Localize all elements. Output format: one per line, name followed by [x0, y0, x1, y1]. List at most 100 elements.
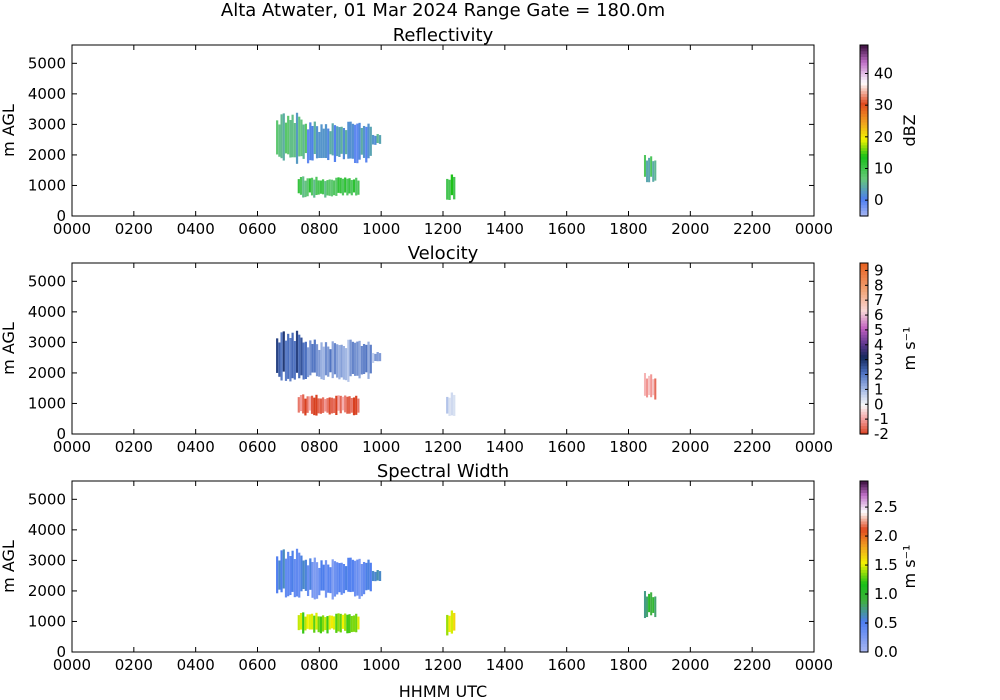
- echo-cell: [646, 596, 649, 618]
- echo-cell: [340, 126, 343, 154]
- echo-cell: [333, 616, 336, 630]
- x-tick-label: 0200: [115, 656, 153, 674]
- colorbar-segment: [860, 45, 868, 49]
- echo-cell: [358, 122, 361, 160]
- colorbar-segment: [860, 325, 868, 330]
- colorbar-frame: [859, 262, 869, 435]
- echo-cell: [326, 398, 329, 413]
- x-tick-label: 0800: [300, 438, 338, 456]
- echo-region: [371, 352, 382, 363]
- colorbar-segment: [860, 127, 868, 132]
- colorbar-segment: [860, 294, 868, 298]
- colorbar-segment: [860, 566, 868, 570]
- x-tick-label: 0000: [795, 220, 833, 238]
- colorbar-segment: [860, 64, 868, 69]
- colorbar-segment: [860, 308, 868, 313]
- echo-cell: [453, 176, 456, 200]
- colorbar-segment: [860, 167, 868, 171]
- echo-cell: [643, 591, 647, 619]
- colorbar-tick-label: 0.0: [874, 643, 898, 661]
- echo-cell: [304, 341, 307, 379]
- colorbar-segment: [860, 643, 868, 647]
- echo-cell: [650, 156, 653, 177]
- colorbar-segment: [860, 50, 868, 55]
- echo-cell: [304, 123, 307, 154]
- colorbar-label: dBZ: [900, 114, 919, 146]
- echo-cell: [344, 395, 347, 413]
- colorbar-segment: [860, 213, 868, 217]
- colorbar-segment: [860, 503, 868, 508]
- colorbar-segment: [860, 626, 868, 630]
- colorbar-segment: [860, 354, 868, 358]
- echo-cell: [311, 343, 314, 373]
- colorbar-segment: [860, 285, 868, 290]
- colorbar-segment: [860, 509, 868, 513]
- colorbar-segment: [860, 597, 868, 602]
- colorbar-segment: [860, 500, 868, 505]
- echo-cell: [293, 123, 296, 158]
- colorbar-segment: [860, 176, 868, 180]
- y-tick-label: 1000: [28, 394, 66, 412]
- colorbar-segment: [860, 328, 868, 332]
- echo-cell: [313, 179, 316, 198]
- colorbar-segment: [860, 589, 868, 593]
- colorbar-segment: [860, 271, 868, 275]
- echo-cell: [304, 616, 307, 631]
- echo-cell: [351, 123, 354, 159]
- colorbar-segment: [860, 357, 868, 361]
- echo-cell: [295, 112, 299, 164]
- echo-cell: [355, 613, 358, 633]
- colorbar-segment: [860, 526, 868, 531]
- colorbar-segment: [860, 379, 868, 384]
- echo-cell: [308, 396, 311, 411]
- colorbar-segment: [860, 552, 868, 556]
- x-tick-label: 0000: [795, 438, 833, 456]
- colorbar-segment: [860, 529, 868, 533]
- x-axis-label: HHMM UTC: [399, 682, 487, 700]
- echo-cell: [329, 567, 332, 594]
- echo-region: [371, 570, 382, 582]
- echo-region: [276, 112, 307, 164]
- colorbar-segment: [860, 362, 868, 367]
- colorbar-segment: [860, 560, 868, 565]
- echo-cell: [300, 119, 303, 157]
- echo-cell: [293, 559, 296, 598]
- echo-cell: [356, 559, 359, 596]
- colorbar-segment: [860, 56, 868, 60]
- echo-region: [306, 339, 372, 382]
- echo-cell: [318, 349, 321, 377]
- colorbar-segment: [860, 623, 868, 627]
- x-tick-label: 0600: [238, 438, 276, 456]
- x-tick-label: 1200: [424, 656, 462, 674]
- colorbar-segment: [860, 133, 868, 137]
- echo-cell: [299, 612, 303, 630]
- colorbar-segment: [860, 498, 868, 502]
- y-tick-label: 1000: [28, 176, 66, 194]
- echo-cell: [643, 155, 647, 177]
- colorbar-segment: [860, 156, 868, 160]
- colorbar-segment: [860, 414, 868, 418]
- colorbar-segment: [860, 193, 868, 197]
- colorbar-segment: [860, 391, 868, 395]
- echo-cell: [349, 121, 352, 159]
- colorbar-segment: [860, 348, 868, 352]
- y-tick-label: 4000: [28, 85, 66, 103]
- echo-cell: [450, 610, 454, 634]
- colorbar-label: m s⁻¹: [900, 545, 919, 589]
- echo-cell: [276, 556, 279, 594]
- y-tick-label: 0: [56, 643, 66, 661]
- colorbar-segment: [860, 277, 868, 281]
- colorbar-segment: [860, 523, 868, 528]
- colorbar-tick-label: 4: [874, 336, 884, 354]
- echo-cell: [374, 135, 377, 145]
- colorbar-segment: [860, 159, 868, 163]
- echo-cell: [450, 174, 454, 196]
- y-tick-label: 5000: [28, 490, 66, 508]
- echo-cell: [315, 612, 318, 630]
- colorbar-segment: [860, 408, 868, 412]
- colorbar-segment: [860, 538, 868, 542]
- echo-cell: [327, 128, 330, 161]
- echo-cell: [347, 339, 350, 382]
- echo-cell: [349, 339, 352, 377]
